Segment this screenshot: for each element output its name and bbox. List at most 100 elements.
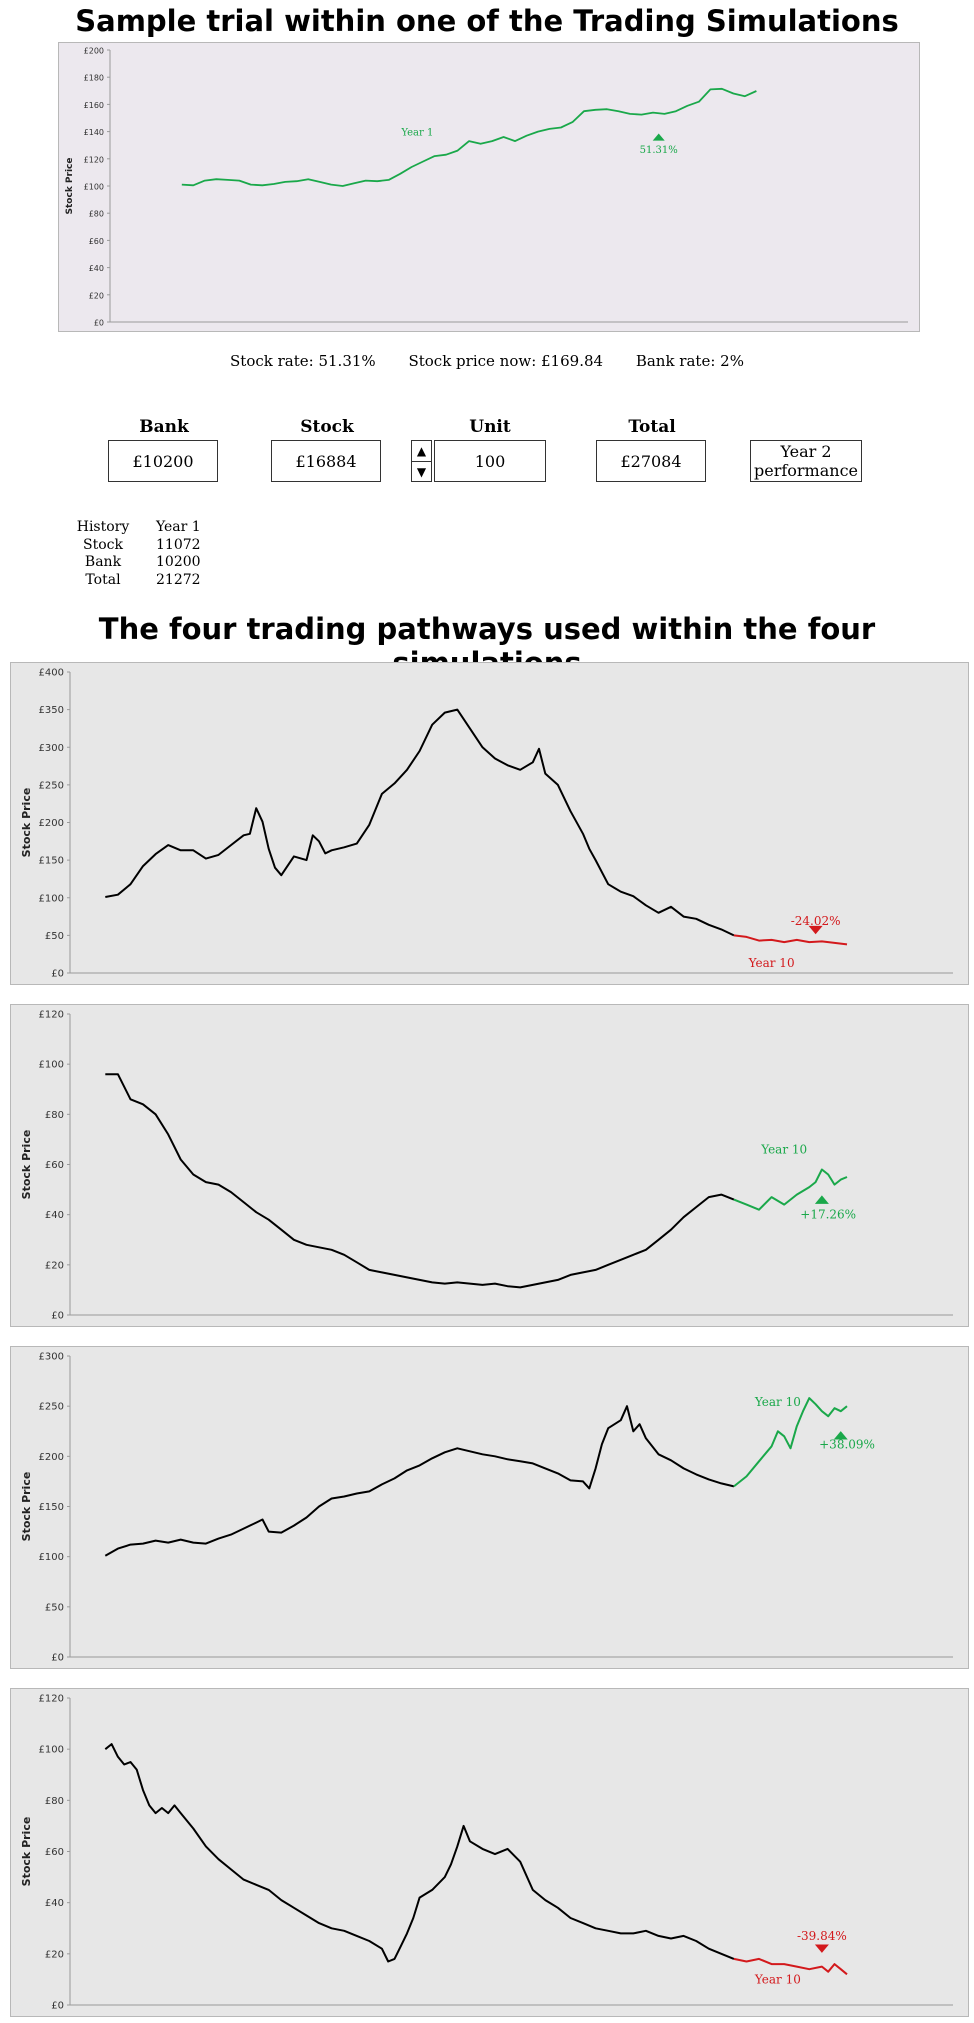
y-tick-label: £0 (51, 1311, 64, 1322)
y-tick-label: £200 (84, 47, 104, 56)
annotation-label: +38.09% (819, 1437, 875, 1451)
sample-chart: £0 £20 £40 £60 £80 £100 £120 £140 £160 £180 £200 St… (58, 42, 920, 332)
y-axis-label: Stock Price (20, 788, 33, 858)
history-value: 21272 (156, 571, 201, 588)
annotation-label: -24.02% (791, 914, 841, 928)
stock-price-now: Stock price now: £169.84 (408, 352, 604, 370)
y-tick-label: £100 (39, 1745, 64, 1756)
trend-arrow-up-icon (833, 1431, 848, 1440)
y-tick-label: £0 (51, 1653, 64, 1664)
series-line-line (105, 708, 735, 937)
y-axis-label: Stock Price (20, 1472, 33, 1542)
y-tick-label: £200 (39, 1452, 64, 1463)
y-tick-label: £180 (84, 74, 104, 83)
y-tick-label: £140 (84, 128, 104, 137)
trend-arrow-up-icon (652, 133, 665, 141)
rates-line: Stock rate: 51.31% Stock price now: £169… (0, 352, 974, 370)
chart-svg-pathway-4: £0 £20 £40 £60 £80 £100 £120 Stock Price -39.84%… (10, 1688, 969, 2017)
pathway-chart-1: £0 £50 £100 £150 £200 £250 £300 £350 £400 Stock P… (10, 662, 969, 985)
y-tick-label: £120 (39, 1010, 64, 1021)
y-tick-label: £250 (39, 1402, 64, 1413)
chart-background (58, 42, 920, 332)
pathway-chart-2: £0 £20 £40 £60 £80 £100 £120 Stock Price Year 10… (10, 1004, 969, 1327)
y-tick-label: £300 (39, 743, 64, 754)
annotation-label: Year 10 (754, 1395, 801, 1409)
trend-arrow-up-icon (814, 1195, 829, 1204)
y-tick-label: £400 (39, 668, 64, 679)
history-key: Bank (84, 554, 122, 570)
y-tick-label: £100 (39, 1552, 64, 1563)
pathway-chart-3: £0 £50 £100 £150 £200 £250 £300 Stock Price Year… (10, 1346, 969, 1669)
pathway-chart-4: £0 £20 £40 £60 £80 £100 £120 Stock Price -39.84%… (10, 1688, 969, 2017)
history-header-row: History Year 1 (70, 519, 201, 537)
chart-background (10, 1004, 969, 1327)
y-tick-label: £0 (94, 319, 104, 328)
series-line-green (733, 1168, 848, 1211)
y-tick-label: £120 (84, 155, 104, 164)
y-tick-label: £20 (45, 1949, 64, 1960)
unit-increase-button[interactable]: ▲ (412, 441, 431, 462)
y-tick-label: £250 (39, 780, 64, 791)
y-tick-label: £60 (89, 237, 104, 246)
y-tick-label: £20 (89, 291, 104, 300)
series-line-line (104, 1743, 735, 1963)
chart-background (10, 662, 969, 985)
perf-button-line1: Year 2 (780, 442, 832, 461)
chart-svg-pathway-1: £0 £50 £100 £150 £200 £250 £300 £350 £400 Stock P… (10, 662, 969, 985)
total-value-box: £27084 (596, 440, 706, 482)
table-row: Stock 11072 (70, 537, 201, 555)
y-axis-label: Stock Price (20, 1817, 33, 1887)
y-tick-label: £0 (51, 2001, 64, 2012)
series-line-green (733, 1397, 848, 1488)
y-tick-label: £100 (84, 183, 104, 192)
pathways-title: The four trading pathways used within th… (98, 612, 876, 680)
y-tick-label: £100 (39, 1060, 64, 1071)
history-value: 10200 (156, 554, 201, 570)
bank-value-box: £10200 (108, 440, 218, 482)
history-header-key: History (76, 519, 130, 535)
y-tick-label: £50 (45, 1602, 64, 1613)
series-line-line (105, 1073, 735, 1289)
y-tick-label: £0 (51, 969, 64, 980)
year-performance-button[interactable]: Year 2 performance (750, 440, 862, 482)
y-tick-label: £150 (39, 856, 64, 867)
unit-decrease-button[interactable]: ▼ (416, 465, 427, 479)
y-tick-label: £80 (45, 1796, 64, 1807)
chart-svg-pathway-2: £0 £20 £40 £60 £80 £100 £120 Stock Price Year 10… (10, 1004, 969, 1327)
trend-arrow-down-icon (814, 1944, 829, 1953)
y-tick-label: £150 (39, 1502, 64, 1513)
unit-input[interactable]: 100 (434, 440, 546, 482)
y-tick-label: £60 (45, 1160, 64, 1171)
y-tick-label: £40 (45, 1898, 64, 1909)
series-line-red (733, 934, 848, 946)
annotation-label: 51.31% (640, 145, 678, 156)
history-value: 11072 (156, 536, 201, 553)
series-line-red (733, 1957, 848, 1976)
unit-stepper[interactable]: ▲ ▼ (411, 440, 432, 482)
sample-chart-title: Sample trial within one of the Trading S… (75, 4, 899, 38)
total-label: Total (628, 417, 676, 437)
y-tick-label: £40 (45, 1210, 64, 1221)
y-tick-label: £350 (39, 705, 64, 716)
chart-svg-pathway-3: £0 £50 £100 £150 £200 £250 £300 Stock Price Year… (10, 1346, 969, 1669)
y-tick-label: £160 (84, 101, 104, 110)
annotation-label: Year 10 (748, 956, 795, 970)
history-table: History Year 1 Stock 11072 Bank 10200 To… (70, 519, 201, 589)
stock-label: Stock (300, 417, 354, 437)
y-tick-label: £80 (89, 210, 104, 219)
y-tick-label: £20 (45, 1260, 64, 1271)
y-tick-label: £80 (45, 1110, 64, 1121)
unit-label: Unit (469, 417, 511, 437)
y-tick-label: £100 (39, 893, 64, 904)
y-tick-label: £200 (39, 818, 64, 829)
annotation-label: Year 10 (760, 1142, 807, 1156)
history-key: Stock (83, 536, 123, 553)
stock-value-box: £16884 (271, 440, 381, 482)
series-line-green (181, 87, 757, 187)
history-header-value: Year 1 (156, 519, 201, 535)
table-row: Bank 10200 (70, 554, 201, 572)
annotation-label: -39.84% (797, 1929, 847, 1943)
y-axis-label: Stock Price (65, 158, 75, 215)
stock-rate: Stock rate: 51.31% (230, 352, 376, 370)
y-tick-label: £120 (39, 1694, 64, 1705)
